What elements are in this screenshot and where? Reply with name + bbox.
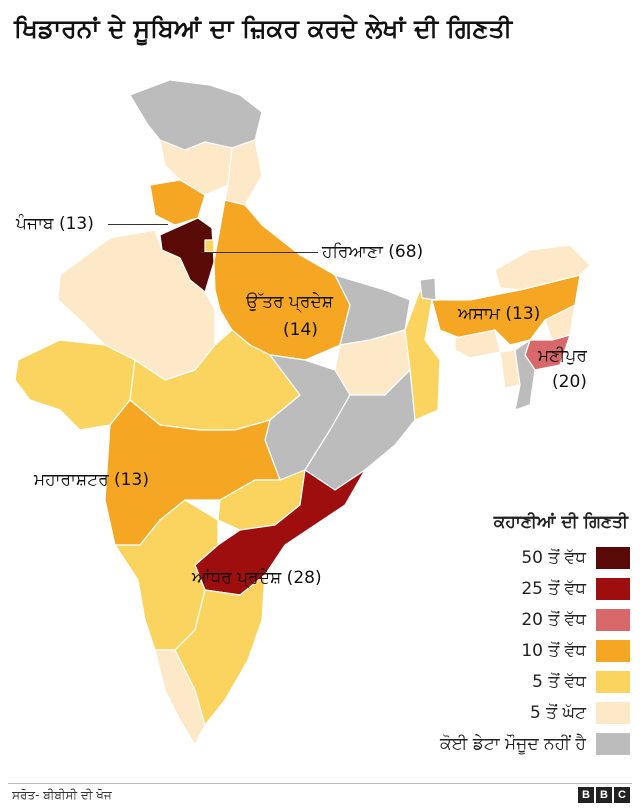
legend-item: 50 ਤੋਂ ਵੱਧ xyxy=(380,542,630,573)
label-uttar-pradesh: ਉੱਤਰ ਪ੍ਰਦੇਸ਼ xyxy=(246,292,334,312)
label-punjab: ਪੰਜਾਬ (13) xyxy=(16,214,94,234)
map-title: ਖਿਡਾਰਨਾਂ ਦੇ ਸੂਬਿਆਂ ਦਾ ਜ਼ਿਕਰ ਕਰਦੇ ਲੇਖਾਂ ਦ… xyxy=(14,14,513,43)
legend-label: 5 ਤੋਂ ਵੱਧ xyxy=(532,671,586,692)
legend-swatch xyxy=(596,546,630,569)
region-rajasthan xyxy=(57,229,216,381)
region-sikkim xyxy=(419,277,437,301)
legend-label: 25 ਤੋਂ ਵੱਧ xyxy=(521,578,586,599)
legend-title: ਕਹਾਣੀਆਂ ਦੀ ਗਿਣਤੀ xyxy=(493,512,628,532)
legend-item: 20 ਤੋਂ ਵੱਧ xyxy=(380,604,630,635)
legend-label: ਕੋਈ ਡੇਟਾ ਮੌਜੂਦ ਨਹੀਂ ਹੈ xyxy=(440,733,586,754)
bbc-logo-letter: C xyxy=(614,787,630,803)
punjab-leader xyxy=(108,224,168,225)
legend-swatch xyxy=(596,577,630,600)
legend-label: 50 ਤੋਂ ਵੱਧ xyxy=(521,547,586,568)
legend-swatch xyxy=(596,732,630,755)
legend-label: 20 ਤੋਂ ਵੱਧ xyxy=(521,609,586,630)
label-andhra-pradesh: ਆਂਧਰ ਪ੍ਰਦੇਸ਼ (28) xyxy=(192,568,322,588)
region-tamil-nadu xyxy=(174,574,266,726)
legend-item: 25 ਤੋਂ ਵੱਧ xyxy=(380,573,630,604)
region-jammu-kashmir xyxy=(129,79,263,151)
label-assam: ਅਸਾਮ (13) xyxy=(458,304,541,324)
legend-label: 10 ਤੋਂ ਵੱਧ xyxy=(521,640,586,661)
bbc-logo-letter: B xyxy=(578,787,594,803)
region-karnataka xyxy=(114,499,219,651)
footer-divider xyxy=(8,783,632,784)
label-uttar-pradesh-count: (14) xyxy=(283,320,318,340)
bbc-logo-letter: B xyxy=(596,787,612,803)
label-manipur-count: (20) xyxy=(552,372,587,392)
region-meghalaya xyxy=(454,329,501,359)
legend-item: 5 ਤੋਂ ਵੱਧ xyxy=(380,666,630,697)
label-manipur: ਮਣੀਪੁਰ xyxy=(538,346,587,366)
legend-swatch xyxy=(596,670,630,693)
legend-item: ਕੋਈ ਡੇਟਾ ਮੌਜੂਦ ਨਹੀਂ ਹੈ xyxy=(380,728,630,759)
label-haryana: ਹਰਿਆਣਾ (68) xyxy=(322,242,424,262)
region-delhi xyxy=(204,239,215,253)
legend: ਕਹਾਣੀਆਂ ਦੀ ਗਿਣਤੀ 50 ਤੋਂ ਵੱਧ 25 ਤੋਂ ਵੱਧ 2… xyxy=(380,512,630,759)
legend-item: 5 ਤੋਂ ਘੱਟ xyxy=(380,697,630,728)
legend-swatch xyxy=(596,639,630,662)
legend-item: 10 ਤੋਂ ਵੱਧ xyxy=(380,635,630,666)
bbc-logo: B B C xyxy=(578,787,630,803)
source-note: ਸਰੋਤ- ਬੀਬੀਸੀ ਦੀ ਖੋਜ xyxy=(12,788,112,802)
haryana-leader xyxy=(200,252,318,253)
legend-label: 5 ਤੋਂ ਘੱਟ xyxy=(529,702,586,723)
legend-swatch xyxy=(596,701,630,724)
label-maharashtra: ਮਹਾਰਾਸ਼ਟਰ (13) xyxy=(34,470,149,490)
legend-swatch xyxy=(596,608,630,631)
region-arunachal xyxy=(494,244,591,291)
region-mizoram xyxy=(514,339,536,411)
